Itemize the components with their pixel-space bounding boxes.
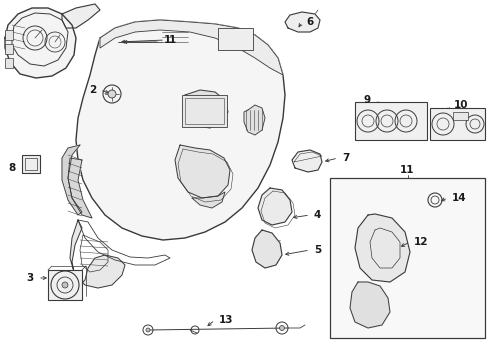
Ellipse shape — [146, 328, 150, 332]
Text: 13: 13 — [219, 315, 233, 325]
Text: 5: 5 — [313, 245, 321, 255]
Polygon shape — [251, 230, 282, 268]
Text: 1: 1 — [163, 35, 171, 45]
Text: 2: 2 — [88, 85, 96, 95]
Text: 10: 10 — [453, 100, 468, 110]
Polygon shape — [100, 20, 283, 75]
Text: 8: 8 — [9, 163, 16, 173]
Text: 12: 12 — [413, 237, 427, 247]
Bar — [25, 158, 37, 170]
Polygon shape — [244, 105, 264, 135]
Bar — [22, 155, 40, 173]
Ellipse shape — [279, 325, 284, 330]
Text: 6: 6 — [305, 17, 313, 27]
Polygon shape — [62, 4, 100, 28]
Bar — [452, 112, 467, 120]
Polygon shape — [76, 20, 285, 240]
Bar — [182, 95, 226, 127]
Ellipse shape — [62, 282, 68, 288]
Polygon shape — [349, 282, 389, 328]
Polygon shape — [70, 220, 125, 288]
Bar — [329, 178, 484, 338]
Text: 14: 14 — [451, 193, 466, 203]
Bar — [5, 44, 13, 54]
Text: 7: 7 — [341, 153, 348, 163]
Polygon shape — [285, 12, 319, 32]
Text: 11: 11 — [400, 165, 414, 175]
Polygon shape — [62, 145, 82, 215]
Ellipse shape — [108, 90, 116, 98]
Bar — [5, 58, 13, 68]
Bar — [218, 28, 252, 50]
Polygon shape — [68, 158, 92, 218]
Text: 4: 4 — [313, 210, 321, 220]
Bar — [354, 102, 426, 140]
Polygon shape — [192, 192, 224, 208]
Bar — [48, 270, 82, 300]
Text: 9: 9 — [363, 95, 370, 105]
Bar — [429, 108, 484, 140]
Polygon shape — [258, 188, 291, 225]
Bar — [5, 30, 13, 40]
Text: 1: 1 — [169, 35, 176, 45]
Text: 3: 3 — [27, 273, 34, 283]
Polygon shape — [5, 8, 76, 78]
Polygon shape — [175, 145, 229, 198]
Polygon shape — [354, 214, 409, 282]
Polygon shape — [291, 150, 321, 172]
Bar — [184, 98, 224, 124]
Polygon shape — [183, 90, 227, 128]
